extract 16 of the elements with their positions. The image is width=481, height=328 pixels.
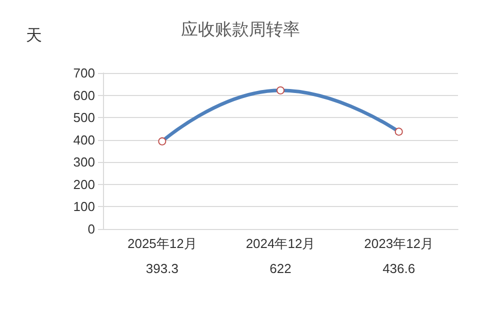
- x-tick-label: 2025年12月: [127, 236, 197, 251]
- y-tick-label: 700: [73, 66, 95, 80]
- data-label: 622: [270, 261, 292, 276]
- y-tick-label: 600: [73, 88, 95, 103]
- data-label: 393.3: [146, 261, 178, 276]
- y-axis-title: 天: [26, 28, 42, 44]
- y-tick-label: 100: [73, 199, 95, 214]
- y-tick-label: 200: [73, 176, 95, 192]
- y-tick-label: 500: [73, 110, 95, 126]
- data-label: 436.6: [382, 261, 416, 276]
- x-tick-label: 2024年12月: [246, 236, 316, 251]
- y-tick-label: 400: [73, 132, 95, 148]
- y-tick-label: 0: [88, 222, 95, 236]
- chart-title: 应收账款周转率: [181, 20, 300, 39]
- y-tick-label: 300: [73, 154, 95, 170]
- x-tick-label: 2023年12月: [364, 236, 434, 251]
